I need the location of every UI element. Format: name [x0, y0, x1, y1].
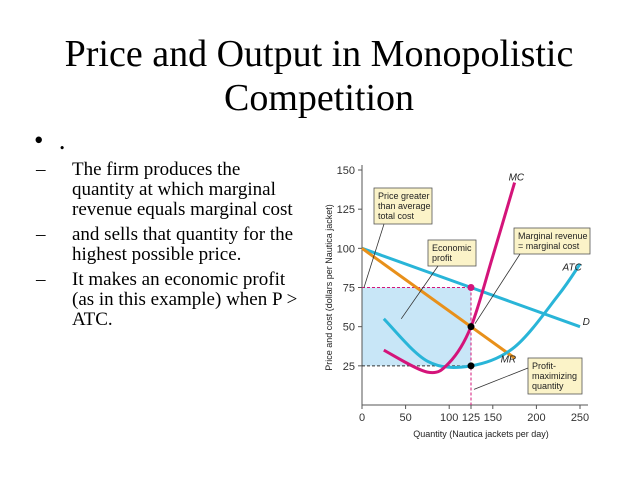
marginal-cost-curve [383, 182, 517, 375]
point-2: – and sells that quantity for the highes… [36, 225, 306, 265]
price-greater-note-text: than average [378, 201, 431, 211]
monopolistic-competition-chart: 0 50 100 125 150 200 250 25 50 75 100 125 150 Quantit… [324, 165, 591, 439]
point-1-text: The firm produces the quantity at which … [72, 159, 293, 220]
key-point [467, 362, 475, 370]
key-point [467, 323, 475, 331]
top-bullet: • . [34, 125, 66, 156]
economic-profit-leader [400, 265, 439, 320]
y-tick-label: 50 [343, 322, 355, 334]
price-greater-note-text: Price greater [378, 191, 430, 201]
bullet-dot-icon: • [34, 125, 44, 155]
dash-icon: – [36, 269, 46, 290]
atc-label: ATC [562, 262, 583, 273]
bullet-text: . [58, 125, 66, 155]
title-line-1: Price and Output in Monopolistic [64, 33, 574, 75]
sub-points: – The firm produces the quantity at whic… [36, 160, 306, 335]
x-tick-label: 50 [399, 412, 411, 424]
economic-profit-note-text: Economic [432, 243, 472, 253]
y-tick-label: 75 [343, 283, 355, 295]
profit-maximizing-note-text: maximizing [532, 371, 577, 381]
profit-maximizing-note-box [527, 357, 583, 395]
point-3-text: It makes an economic profit (as in this … [72, 269, 298, 330]
x-tick-label: 250 [571, 412, 589, 424]
profit-maximizing-note-text: quantity [532, 381, 564, 391]
economic-profit-note-box [427, 239, 477, 267]
mr-equals-mc-note-text: Marginal revenue [518, 231, 588, 241]
y-tick-label: 100 [337, 243, 355, 255]
d-label: D [583, 317, 590, 328]
mc-label: MC [509, 173, 525, 184]
y-axis-label: Price and cost (dollars per Nautica jack… [324, 204, 334, 371]
y-tick-label: 25 [343, 361, 355, 373]
x-tick-label: 100 [440, 412, 458, 424]
price-greater-note-text: total cost [378, 211, 415, 221]
point-3: – It makes an economic profit (as in thi… [36, 270, 306, 330]
y-tick-label: 125 [337, 204, 355, 216]
x-axis-label: Quantity (Nautica jackets per day) [413, 429, 549, 439]
average-total-cost-curve [382, 263, 582, 369]
mr-label: MR [501, 355, 517, 366]
mr-equals-mc-leader [474, 253, 521, 324]
dash-icon: – [36, 224, 46, 245]
mr-equals-mc-note-text: = marginal cost [518, 241, 580, 251]
profit-maximizing-note-text: Profit- [532, 361, 556, 371]
x-tick-label: 150 [484, 412, 502, 424]
mr-equals-mc-note-box [513, 227, 591, 255]
profit-maximizing-leader [473, 367, 529, 390]
slide-title: Price and Output in Monopolistic Competi… [0, 32, 638, 120]
point-2-text: and sells that quantity for the highest … [72, 224, 294, 265]
dash-icon: – [36, 159, 46, 180]
y-tick-label: 150 [337, 165, 355, 177]
title-line-2: Competition [224, 77, 414, 119]
x-tick-label: 125 [462, 412, 480, 424]
key-point [467, 284, 475, 291]
x-tick-label: 200 [527, 412, 545, 424]
price-greater-leader [363, 223, 385, 288]
x-tick-label: 0 [359, 412, 365, 424]
economic-profit-note-text: profit [432, 253, 453, 263]
price-greater-note-box [373, 187, 433, 225]
point-1: – The firm produces the quantity at whic… [36, 160, 306, 220]
